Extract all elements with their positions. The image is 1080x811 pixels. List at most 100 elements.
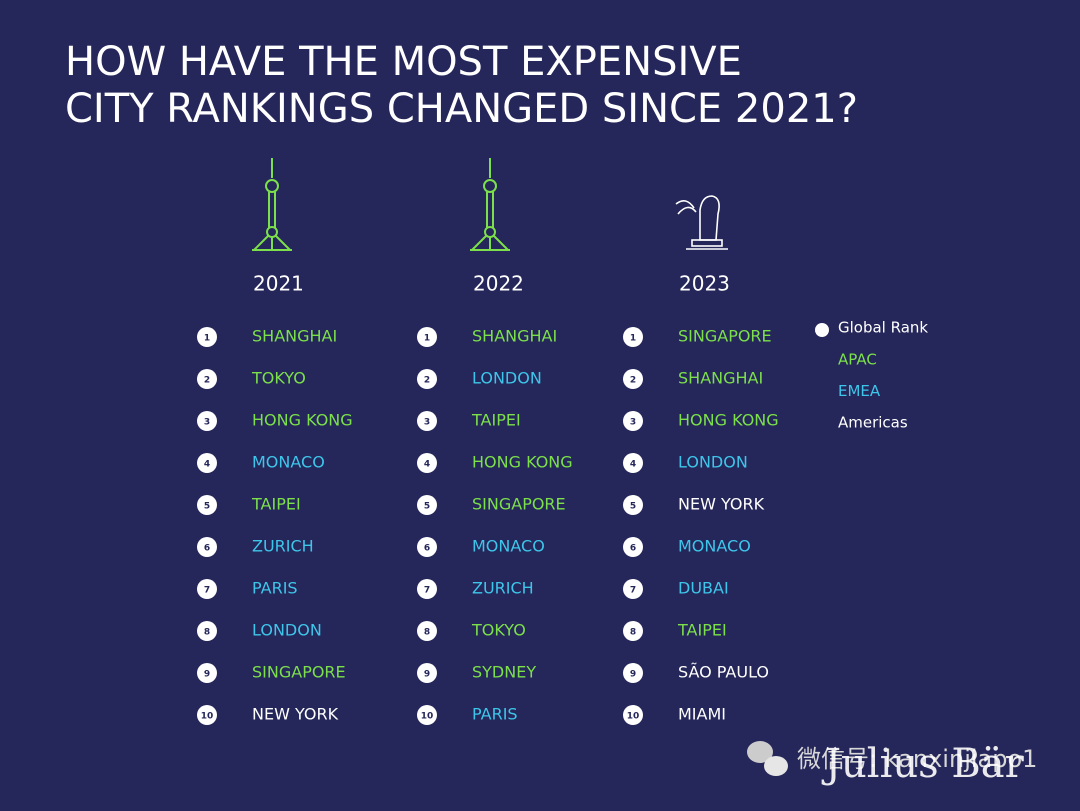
rank-number: 1 — [204, 334, 210, 344]
merlion-icon — [675, 195, 728, 250]
city-name: TAIPEI — [471, 411, 521, 430]
city-name: ZURICH — [472, 579, 534, 598]
rank-number: 7 — [424, 586, 430, 596]
rank-number: 4 — [630, 460, 636, 470]
rank-badge — [417, 663, 437, 683]
rank-badge — [197, 369, 217, 389]
rank-number: 3 — [204, 418, 210, 428]
rank-badge — [197, 327, 217, 347]
rank-number: 8 — [630, 628, 636, 638]
title: CITY RANKINGS CHANGED SINCE 2021? — [65, 86, 858, 132]
city-name: MONACO — [472, 537, 545, 556]
tower-icon — [252, 158, 510, 251]
rank-number: 5 — [204, 502, 210, 512]
rank-badge — [197, 621, 217, 641]
city-name: DUBAI — [678, 579, 729, 598]
legend-label: APAC — [838, 351, 877, 369]
city-name: MONACO — [252, 453, 325, 472]
city-name: HONG KONG — [252, 411, 353, 430]
city-name: PARIS — [252, 579, 298, 598]
city-name: MIAMI — [678, 705, 726, 724]
rank-badge — [623, 621, 643, 641]
rank-number: 8 — [424, 628, 430, 638]
rank-number: 9 — [630, 670, 636, 680]
rank-badge — [417, 411, 437, 431]
rank-number: 2 — [204, 376, 210, 386]
city-name: SHANGHAI — [472, 327, 557, 346]
rank-number: 10 — [421, 712, 434, 722]
rank-number: 4 — [424, 460, 430, 470]
city-name: LONDON — [252, 621, 322, 640]
rank-badge — [417, 579, 437, 599]
city-name: SÃO PAULO — [678, 663, 769, 682]
watermark-icon — [747, 741, 788, 776]
rank-number: 5 — [630, 502, 636, 512]
year-label: 2023 — [679, 272, 730, 296]
city-name: TOKYO — [251, 369, 306, 388]
rank-number: 6 — [204, 544, 210, 554]
title: HOW HAVE THE MOST EXPENSIVE — [65, 39, 742, 85]
legend-marker — [815, 323, 829, 337]
city-name: SINGAPORE — [472, 495, 566, 514]
rank-number: 6 — [630, 544, 636, 554]
rank-badge — [197, 495, 217, 515]
watermark: 微信号: kanxinjiapo1 — [797, 745, 1037, 773]
city-name: SHANGHAI — [252, 327, 337, 346]
rank-number: 10 — [201, 712, 214, 722]
city-name: TAIPEI — [677, 621, 727, 640]
rank-number: 8 — [204, 628, 210, 638]
rank-badge — [197, 579, 217, 599]
rank-badge — [417, 495, 437, 515]
rank-number: 3 — [424, 418, 430, 428]
city-name: MONACO — [678, 537, 751, 556]
city-name: TOKYO — [471, 621, 526, 640]
city-name: PARIS — [472, 705, 518, 724]
rank-number: 4 — [204, 460, 210, 470]
rank-number: 9 — [424, 670, 430, 680]
legend-label: Global Rank — [838, 319, 928, 337]
rank-number: 2 — [424, 376, 430, 386]
rank-badge — [197, 411, 217, 431]
rank-badge — [623, 327, 643, 347]
rank-badge — [197, 663, 217, 683]
rank-badge — [197, 537, 217, 557]
rank-badge — [417, 537, 437, 557]
city-name: LONDON — [678, 453, 748, 472]
rank-badge — [623, 495, 643, 515]
rank-badge — [417, 327, 437, 347]
logo: Julius Bär — [821, 741, 1025, 787]
city-name: SINGAPORE — [678, 327, 772, 346]
rank-number: 6 — [424, 544, 430, 554]
rank-number: 7 — [630, 586, 636, 596]
rank-number: 3 — [630, 418, 636, 428]
rank-badge — [623, 537, 643, 557]
city-name: HONG KONG — [678, 411, 779, 430]
city-name: TAIPEI — [251, 495, 301, 514]
rank-badge — [623, 411, 643, 431]
rank-badge — [197, 705, 217, 725]
rank-number: 2 — [630, 376, 636, 386]
legend-label: EMEA — [838, 382, 881, 400]
city-name: SHANGHAI — [678, 369, 763, 388]
rank-badge — [623, 705, 643, 725]
city-name: NEW YORK — [252, 705, 339, 724]
city-name: HONG KONG — [472, 453, 573, 472]
year-label: 2021 — [253, 272, 304, 296]
rankings: 2021 1 SHANGHAI 2 TOKYO 3 HONG KONG 4 MONACO 5 TAI… — [197, 272, 928, 725]
city-name: SYDNEY — [472, 663, 536, 682]
city-name: LONDON — [472, 369, 542, 388]
city-name: NEW YORK — [678, 495, 765, 514]
rank-number: 10 — [627, 712, 640, 722]
year-label: 2022 — [473, 272, 524, 296]
rank-number: 7 — [204, 586, 210, 596]
city-name: SINGAPORE — [252, 663, 346, 682]
rank-badge — [417, 453, 437, 473]
rank-badge — [623, 663, 643, 683]
rank-number: 1 — [630, 334, 636, 344]
rank-badge — [417, 705, 437, 725]
rank-badge — [417, 369, 437, 389]
city-name: ZURICH — [252, 537, 314, 556]
rank-number: 1 — [424, 334, 430, 344]
